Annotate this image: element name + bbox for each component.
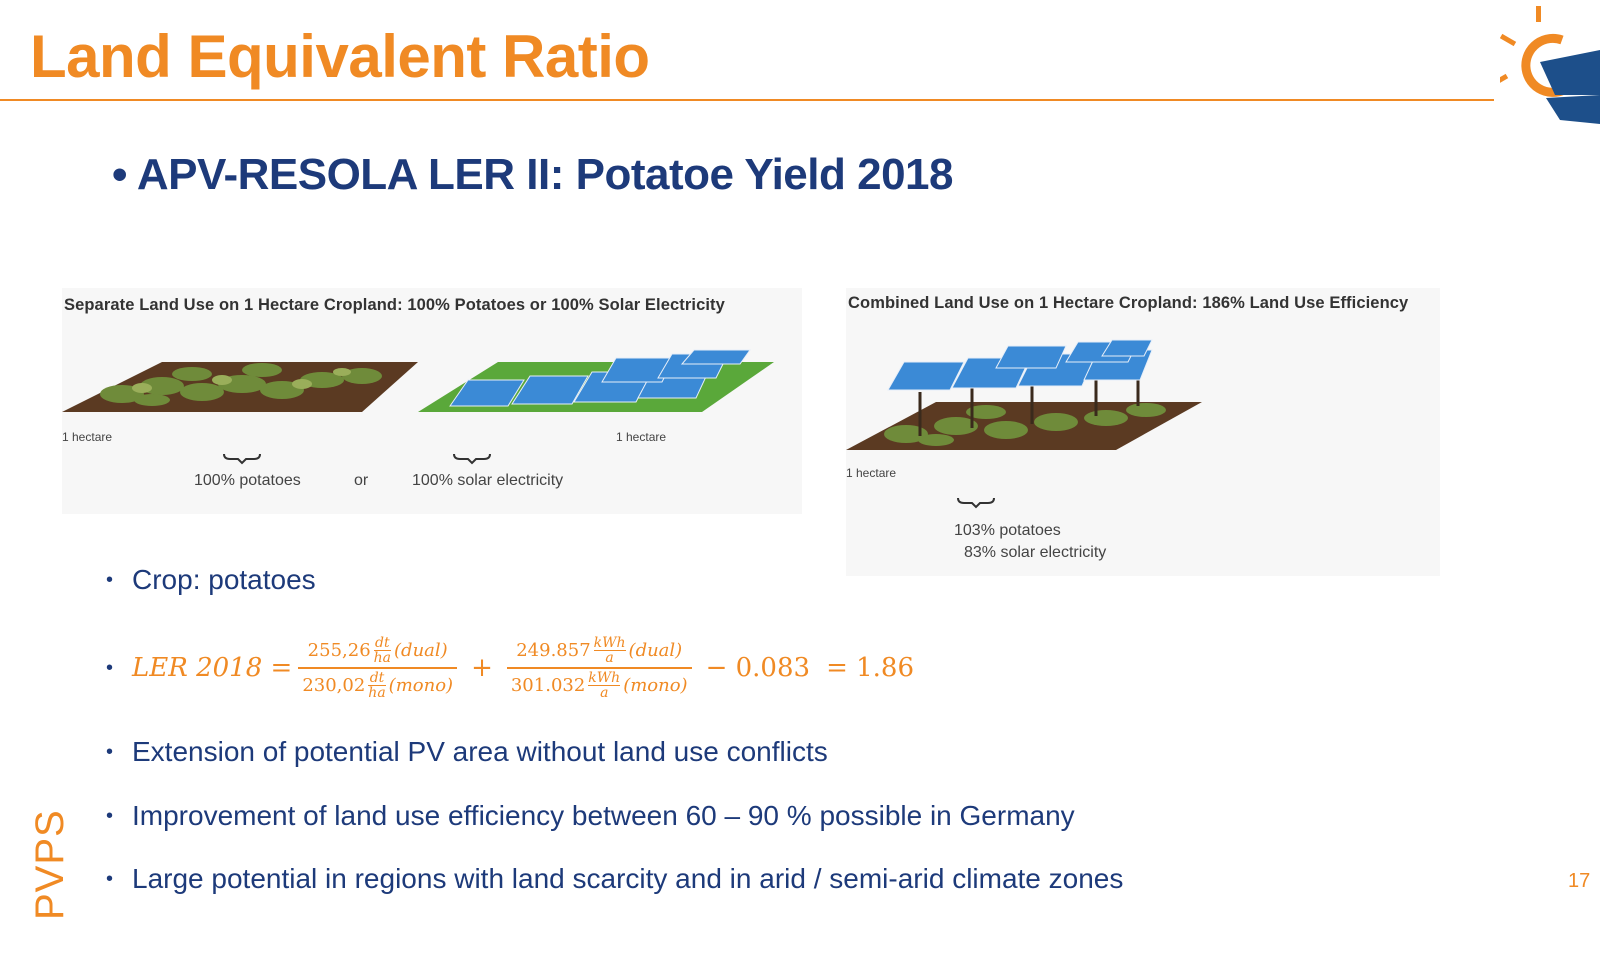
formula-fraction-potatoes: 255,26 dt ha (dual) 230,02 dt ha (mono)	[298, 635, 458, 701]
potato-yield-mono: 230,02	[302, 674, 366, 696]
figure-combined-land-use: Combined Land Use on 1 Hectare Cropland:…	[846, 288, 1440, 576]
separate-land-use-illustration	[62, 349, 774, 465]
bullet-extension: • Extension of potential PV area without …	[106, 736, 828, 768]
figure-left-caption: Separate Land Use on 1 Hectare Cropland:…	[64, 296, 725, 314]
page-number: 17	[1568, 870, 1591, 892]
bullet-text: Extension of potential PV area without l…	[132, 736, 828, 767]
slide-title: Land Equivalent Ratio	[30, 23, 650, 90]
formula-fraction-electricity: 249.857 kWh a (dual) 301.032 kWh a (mono)	[506, 635, 692, 701]
formula-plus: +	[471, 653, 493, 683]
label-dual: (dual)	[628, 640, 683, 662]
bullet-dot: •	[112, 150, 127, 199]
bullet-crop: • Crop: potatoes	[106, 564, 316, 596]
electricity-yield-dual: 249.857	[516, 640, 591, 662]
figure-separate-land-use: Separate Land Use on 1 Hectare Cropland:…	[62, 288, 802, 514]
label-103-potatoes: 103% potatoes	[954, 522, 1061, 539]
bullet-dot: •	[106, 805, 114, 827]
hectare-label: 1 hectare	[62, 430, 113, 444]
hectare-label: 1 hectare	[616, 430, 667, 444]
slide-subtitle: • APV-RESOLA LER II: Potatoe Yield 2018	[112, 150, 954, 200]
combined-land-use-illustration	[846, 339, 1202, 509]
label-dual: (dual)	[394, 640, 448, 662]
formula-minus-term: − 0.083	[705, 653, 811, 683]
bullet-text: Improvement of land use efficiency betwe…	[132, 800, 1075, 831]
unit-kwh: kWh	[588, 669, 621, 686]
label-mono: (mono)	[388, 674, 454, 696]
bullet-improvement: • Improvement of land use efficiency betw…	[106, 800, 1075, 832]
unit-kwh: kWh	[593, 635, 626, 652]
potato-yield-dual: 255,26	[307, 640, 371, 662]
formula-result: = 1.86	[826, 653, 915, 683]
pvps-brand: PVPS	[28, 809, 72, 920]
hectare-label: 1 hectare	[846, 466, 897, 480]
bullet-dot: •	[106, 741, 114, 763]
ler-formula: • LER 2018 = 255,26 dt ha (dual) 230,02 d…	[106, 628, 922, 708]
unit-ha: ha	[373, 650, 392, 667]
bullet-text: Large potential in regions with land sca…	[132, 863, 1124, 894]
label-83-solar: 83% solar electricity	[964, 544, 1107, 561]
subtitle-text: APV-RESOLA LER II: Potatoe Yield 2018	[136, 150, 954, 199]
sun-logo-icon	[1500, 6, 1600, 124]
unit-ha: ha	[368, 684, 386, 701]
unit-dt: dt	[375, 635, 390, 652]
electricity-yield-mono: 301.032	[510, 674, 586, 696]
bullet-potential: • Large potential in regions with land sc…	[106, 863, 1123, 895]
label-or: or	[354, 472, 369, 489]
formula-lhs: LER 2018 =	[132, 653, 293, 683]
unit-dt: dt	[369, 669, 385, 686]
unit-a: a	[605, 650, 614, 667]
unit-a: a	[600, 684, 609, 701]
label-mono: (mono)	[623, 674, 688, 696]
bullet-dot: •	[106, 569, 114, 591]
label-100-solar: 100% solar electricity	[412, 472, 564, 489]
title-divider	[0, 99, 1494, 101]
bullet-dot: •	[106, 868, 114, 890]
label-100-potatoes: 100% potatoes	[194, 472, 301, 489]
bullet-dot: •	[106, 656, 114, 679]
figure-right-caption: Combined Land Use on 1 Hectare Cropland:…	[848, 294, 1409, 312]
bullet-text: Crop: potatoes	[132, 564, 316, 595]
